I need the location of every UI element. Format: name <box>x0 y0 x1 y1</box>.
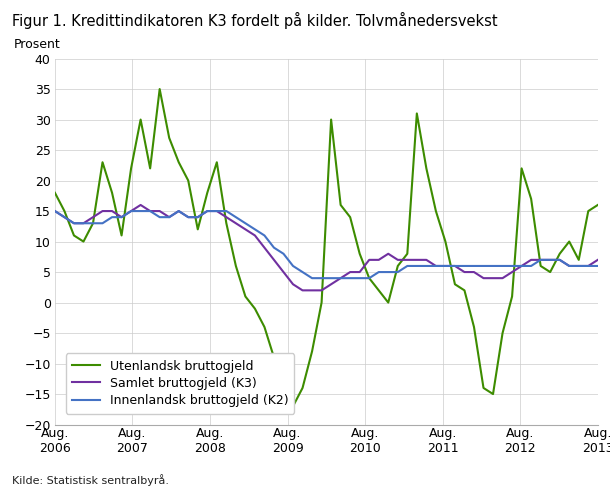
Utenlandsk bruttogjeld <box>594 202 601 208</box>
Samlet bruttogjeld (K3) <box>575 263 583 269</box>
Utenlandsk bruttogjeld <box>194 226 201 232</box>
Samlet bruttogjeld (K3) <box>594 257 601 263</box>
Utenlandsk bruttogjeld <box>528 196 535 202</box>
Samlet bruttogjeld (K3) <box>51 208 59 214</box>
Utenlandsk bruttogjeld <box>156 86 163 92</box>
Innenlandsk bruttogjeld (K2) <box>518 263 525 269</box>
Utenlandsk bruttogjeld <box>432 208 440 214</box>
Innenlandsk bruttogjeld (K2) <box>594 263 601 269</box>
Line: Utenlandsk bruttogjeld: Utenlandsk bruttogjeld <box>55 89 598 406</box>
Utenlandsk bruttogjeld <box>289 403 296 409</box>
Innenlandsk bruttogjeld (K2) <box>423 263 430 269</box>
Utenlandsk bruttogjeld <box>575 257 583 263</box>
Innenlandsk bruttogjeld (K2) <box>309 275 316 281</box>
Innenlandsk bruttogjeld (K2) <box>461 263 468 269</box>
Samlet bruttogjeld (K3) <box>185 214 192 220</box>
Innenlandsk bruttogjeld (K2) <box>175 208 182 214</box>
Samlet bruttogjeld (K3) <box>137 202 145 208</box>
Text: Figur 1. Kredittindikatoren K3 fordelt på kilder. Tolvmånedersvekst: Figur 1. Kredittindikatoren K3 fordelt p… <box>12 12 498 29</box>
Line: Samlet bruttogjeld (K3): Samlet bruttogjeld (K3) <box>55 205 598 290</box>
Innenlandsk bruttogjeld (K2) <box>185 214 192 220</box>
Samlet bruttogjeld (K3) <box>194 214 201 220</box>
Utenlandsk bruttogjeld <box>470 324 478 330</box>
Utenlandsk bruttogjeld <box>185 178 192 183</box>
Samlet bruttogjeld (K3) <box>470 269 478 275</box>
Utenlandsk bruttogjeld <box>51 190 59 196</box>
Legend: Utenlandsk bruttogjeld, Samlet bruttogjeld (K3), Innenlandsk bruttogjeld (K2): Utenlandsk bruttogjeld, Samlet bruttogje… <box>66 353 295 413</box>
Innenlandsk bruttogjeld (K2) <box>51 208 59 214</box>
Samlet bruttogjeld (K3) <box>299 287 306 293</box>
Samlet bruttogjeld (K3) <box>528 257 535 263</box>
Line: Innenlandsk bruttogjeld (K2): Innenlandsk bruttogjeld (K2) <box>55 211 598 278</box>
Innenlandsk bruttogjeld (K2) <box>575 263 583 269</box>
Text: Prosent: Prosent <box>14 38 61 51</box>
Text: Kilde: Statistisk sentralbyrå.: Kilde: Statistisk sentralbyrå. <box>12 474 169 486</box>
Samlet bruttogjeld (K3) <box>432 263 440 269</box>
